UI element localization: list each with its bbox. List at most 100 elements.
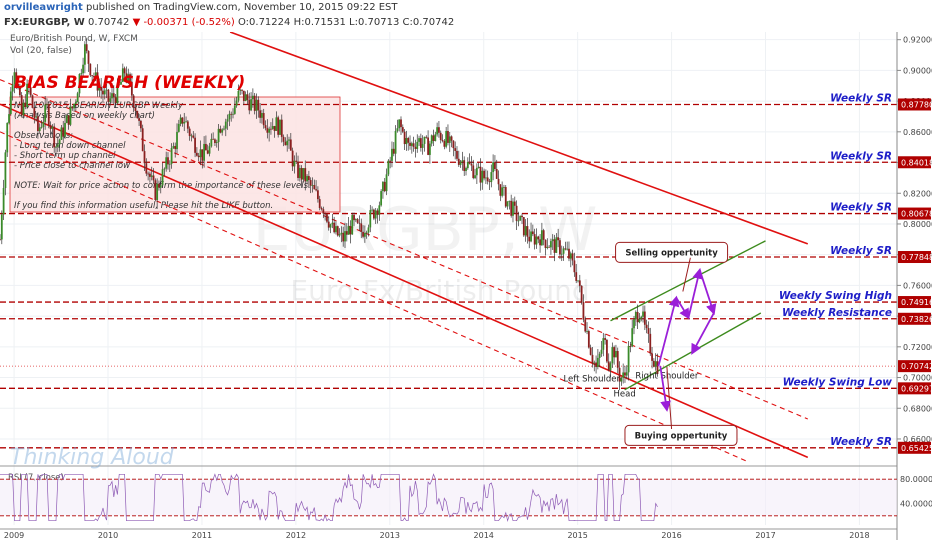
candle-body: [42, 121, 45, 127]
candle-body: [385, 174, 388, 192]
candle-body: [259, 110, 262, 118]
grid: [0, 32, 897, 530]
candle-body: [374, 210, 377, 219]
candle-body: [526, 226, 529, 237]
candle-body: [622, 372, 625, 378]
candle-body: [76, 93, 79, 102]
candle-body: [288, 139, 290, 141]
candle-body: [172, 146, 175, 149]
pattern-label: Left Shoulder: [563, 374, 620, 384]
candle-body: [447, 131, 449, 143]
note-line: - Long term down channel: [14, 141, 126, 151]
candle-body: [100, 86, 103, 91]
candle-body: [430, 135, 433, 144]
candle-body: [295, 160, 298, 162]
candle-body: [89, 63, 92, 76]
candle-body: [559, 240, 561, 255]
candle-body: [125, 73, 128, 81]
candle-body: [380, 191, 383, 206]
candle-body: [114, 97, 117, 104]
level-tag: [898, 207, 931, 220]
projection-arrow: [675, 297, 690, 320]
candle-body: [78, 74, 81, 94]
candle-body: [503, 187, 505, 188]
candle-body: [625, 372, 628, 376]
candle-body: [123, 68, 126, 74]
candle-body: [317, 190, 319, 200]
author-link[interactable]: orvilleawright: [4, 2, 83, 13]
candle-body: [11, 84, 14, 92]
candle-body: [38, 127, 41, 132]
candle-body: [302, 168, 305, 180]
candle-body: [179, 117, 182, 124]
level-label: Weekly SR: [830, 92, 892, 104]
candle-body: [37, 116, 39, 132]
candle-body: [356, 219, 359, 223]
candle-body: [152, 175, 155, 181]
candle-body: [230, 113, 233, 115]
candle-body: [506, 201, 509, 207]
candle-body: [223, 128, 225, 130]
candle-body: [324, 213, 327, 215]
candle-body: [277, 117, 280, 135]
x-tick-label: 2014: [474, 531, 494, 540]
candle-body: [575, 272, 578, 281]
note-line: - Short term up channel: [14, 151, 116, 161]
candle-body: [546, 246, 549, 248]
candle-body: [613, 347, 616, 358]
level-tag: [898, 98, 931, 111]
candle-body: [217, 128, 220, 143]
candle-body: [250, 99, 252, 111]
candle-body: [528, 236, 531, 242]
last-price: 0.70742: [88, 17, 130, 28]
projection-arrow: [657, 295, 680, 367]
trend-channels: [0, 32, 809, 462]
candle-body: [627, 346, 630, 373]
candle-body: [224, 121, 227, 129]
callout-text: Selling oppertunity: [625, 248, 718, 258]
candle-body: [595, 362, 597, 368]
candle-body: [481, 170, 484, 183]
x-tick-label: 2012: [286, 531, 306, 540]
candle-body: [264, 125, 267, 129]
candle-body: [582, 302, 585, 320]
level-label: Weekly Resistance: [782, 307, 892, 319]
candle-body: [353, 215, 355, 221]
level-tag-text: 0.73826: [901, 315, 932, 324]
candle-body: [262, 113, 265, 126]
level-tag-text: 0.70742: [901, 362, 932, 371]
candle-body: [383, 181, 386, 192]
candle-body: [389, 160, 392, 162]
candle-body: [159, 185, 162, 188]
candle-body: [64, 122, 66, 137]
candle-body: [550, 241, 552, 248]
candle-body: [347, 226, 350, 235]
candle-body: [421, 143, 424, 148]
candle-body: [118, 84, 121, 86]
candle-body: [349, 226, 352, 235]
candle-body: [158, 183, 160, 188]
candle-body: [253, 95, 256, 111]
candle-body: [212, 138, 215, 140]
candle-body: [47, 104, 50, 125]
candle-body: [139, 120, 142, 129]
watermark-name: Euro Fx/British Pound: [290, 274, 589, 307]
callout-box: [624, 424, 738, 446]
channel-mid-line: [0, 131, 750, 462]
candle-body: [226, 119, 229, 122]
level-tag-text: 0.65425: [901, 444, 932, 453]
candle-body: [466, 162, 469, 169]
level-label: Weekly Swing Low: [783, 376, 893, 388]
candle-body: [407, 138, 410, 143]
candle-body: [2, 188, 5, 215]
candle-body: [640, 316, 643, 319]
candle-body: [248, 99, 251, 111]
candle-body: [210, 138, 213, 147]
candle-body: [120, 81, 122, 85]
x-tick-label: 2010: [98, 531, 118, 540]
open-value: O:0.71224: [237, 17, 291, 28]
candle-body: [643, 311, 646, 325]
candle-body: [228, 113, 231, 120]
candle-body: [607, 361, 610, 371]
